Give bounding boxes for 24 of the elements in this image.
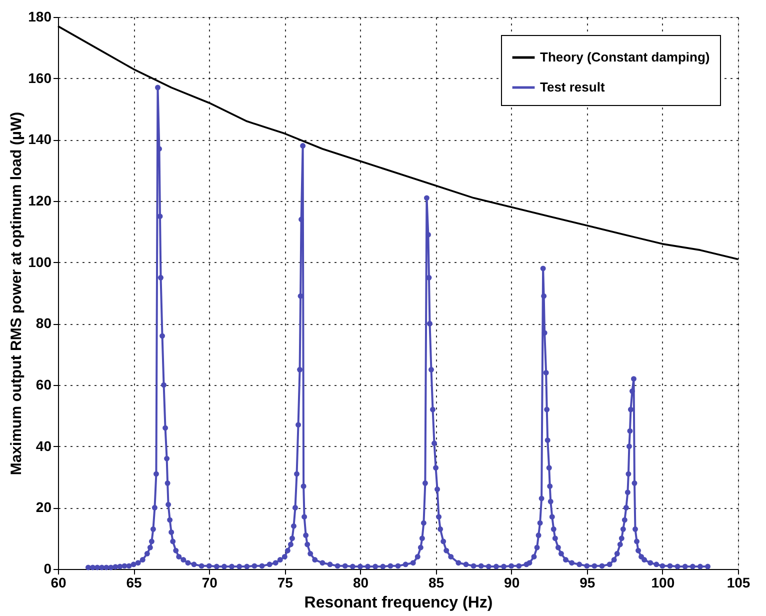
y-tick-label: 100 bbox=[28, 254, 52, 270]
legend-label: Theory (Constant damping) bbox=[540, 50, 710, 64]
y-tick-label: 120 bbox=[28, 192, 52, 208]
y-tick-label: 0 bbox=[44, 560, 52, 576]
x-tick-label: 95 bbox=[580, 574, 596, 590]
x-tick-label: 100 bbox=[651, 574, 675, 590]
y-tick-label: 180 bbox=[28, 8, 52, 24]
y-tick-label: 160 bbox=[28, 70, 52, 86]
x-axis-title: Resonant frequency (Hz) bbox=[304, 594, 493, 612]
legend-label: Test result bbox=[540, 80, 606, 94]
y-tick-label: 60 bbox=[36, 376, 52, 392]
y-tick-label: 140 bbox=[28, 131, 52, 148]
x-tick-label: 60 bbox=[50, 574, 66, 590]
x-tick-label: 105 bbox=[726, 574, 750, 590]
y-tick-label: 80 bbox=[36, 315, 52, 332]
x-tick-label: 75 bbox=[277, 574, 294, 590]
y-tick-label: 40 bbox=[36, 438, 52, 454]
x-tick-label: 90 bbox=[504, 574, 520, 590]
x-tick-label: 80 bbox=[352, 574, 369, 590]
x-tick-label: 65 bbox=[126, 574, 142, 590]
y-tick-label: 20 bbox=[36, 499, 52, 516]
x-tick-label: 85 bbox=[428, 574, 444, 590]
y-axis-title: Maximum output RMS power at optimum load (μW) bbox=[8, 112, 26, 476]
x-tick-label: 70 bbox=[202, 574, 218, 590]
